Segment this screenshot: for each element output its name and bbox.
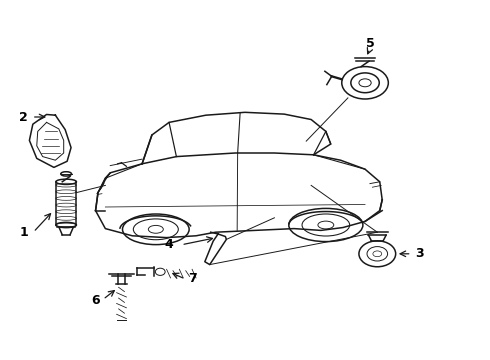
Text: 1: 1 bbox=[19, 226, 28, 239]
Text: 7: 7 bbox=[188, 273, 196, 285]
Text: 3: 3 bbox=[415, 247, 424, 260]
Text: 5: 5 bbox=[366, 37, 374, 50]
Text: 2: 2 bbox=[19, 111, 28, 123]
Text: 6: 6 bbox=[91, 294, 100, 307]
Text: 4: 4 bbox=[165, 238, 173, 251]
